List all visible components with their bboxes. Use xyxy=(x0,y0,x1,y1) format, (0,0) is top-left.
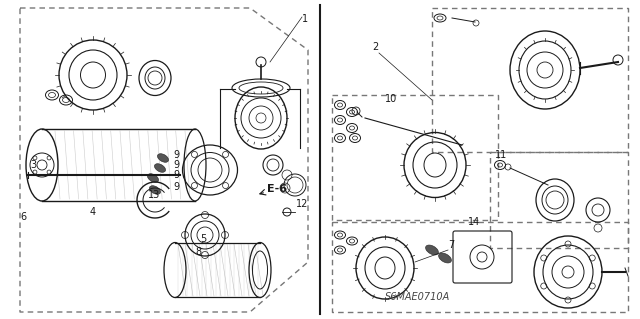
Text: 8: 8 xyxy=(195,247,201,257)
Text: 5: 5 xyxy=(200,234,206,244)
Text: 2: 2 xyxy=(372,42,378,52)
Ellipse shape xyxy=(438,253,451,263)
Text: 13: 13 xyxy=(148,190,160,200)
Text: 11: 11 xyxy=(495,150,508,160)
Ellipse shape xyxy=(154,164,166,172)
Text: 3: 3 xyxy=(30,160,36,170)
Text: 1: 1 xyxy=(302,14,308,24)
Text: 7: 7 xyxy=(448,240,454,250)
Text: 6: 6 xyxy=(20,212,26,222)
Text: 4: 4 xyxy=(90,207,96,217)
Text: 9: 9 xyxy=(173,182,179,192)
Text: 9: 9 xyxy=(173,170,179,180)
Text: 12: 12 xyxy=(296,199,308,209)
Text: E-6: E-6 xyxy=(267,184,287,194)
Text: 14: 14 xyxy=(468,217,480,227)
Ellipse shape xyxy=(426,245,438,255)
Text: 10: 10 xyxy=(385,94,397,104)
Ellipse shape xyxy=(157,154,168,162)
Ellipse shape xyxy=(150,186,161,194)
Ellipse shape xyxy=(147,174,159,182)
Text: 9: 9 xyxy=(173,150,179,160)
Text: S6MAE0710A: S6MAE0710A xyxy=(385,292,451,302)
Text: 9: 9 xyxy=(173,160,179,170)
